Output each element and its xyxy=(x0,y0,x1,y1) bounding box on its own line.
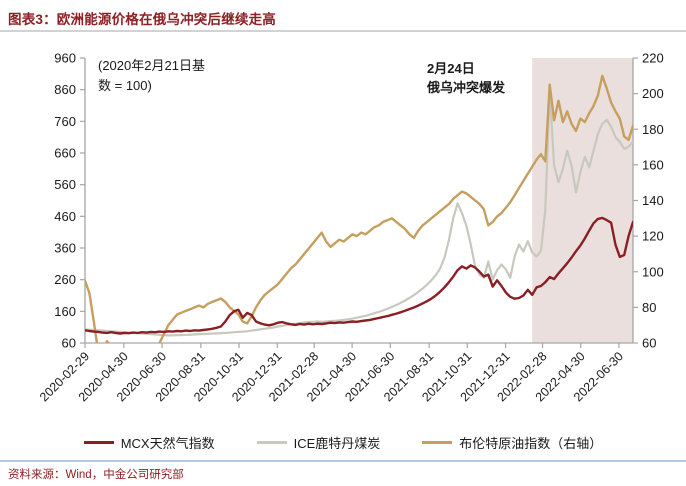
legend-item-mcx-gas: MCX天然气指数 xyxy=(83,433,215,452)
legend-label-ice-coal: ICE鹿特丹煤炭 xyxy=(293,436,381,451)
legend-item-ice-coal: ICE鹿特丹煤炭 xyxy=(256,433,381,452)
left-axis-tick-label: 560 xyxy=(54,177,76,192)
right-axis-tick-label: 100 xyxy=(642,264,664,279)
left-axis-tick-label: 860 xyxy=(54,82,76,97)
legend-item-brent: 布伦特原油指数（右轴） xyxy=(422,433,602,452)
right-axis-tick-label: 60 xyxy=(642,336,656,351)
left-axis-tick-label: 960 xyxy=(54,51,76,66)
right-axis-tick-label: 220 xyxy=(642,51,664,66)
figure-title: 图表3：欧洲能源价格在俄乌冲突后继续走高 xyxy=(8,12,277,27)
right-axis-tick-label: 180 xyxy=(642,122,664,137)
left-axis-tick-label: 460 xyxy=(54,209,76,224)
right-axis-tick-label: 200 xyxy=(642,86,664,101)
right-axis-tick-label: 140 xyxy=(642,193,664,208)
legend-swatch-ice-coal xyxy=(256,441,287,444)
legend-swatch-mcx-gas xyxy=(83,441,114,444)
right-axis-tick-label: 80 xyxy=(642,300,656,315)
conflict-annotation: 2月24日 俄乌冲突爆发 xyxy=(427,61,506,95)
left-axis-tick-label: 160 xyxy=(54,304,76,319)
base-index-note: (2020年2月21日基数 = 100) xyxy=(98,58,205,93)
chart-legend: MCX天然气指数 ICE鹿特丹煤炭 布伦特原油指数（右轴） xyxy=(0,433,686,452)
footer-divider xyxy=(0,460,686,462)
left-axis-tick-label: 660 xyxy=(54,146,76,161)
left-axis-tick-label: 260 xyxy=(54,272,76,287)
conflict-shaded-region xyxy=(532,58,633,343)
left-axis-tick-label: 360 xyxy=(54,241,76,256)
right-axis-tick-label: 120 xyxy=(642,229,664,244)
legend-label-brent: 布伦特原油指数（右轴） xyxy=(459,436,603,451)
legend-label-mcx-gas: MCX天然气指数 xyxy=(120,436,215,451)
line-brent-crude xyxy=(85,74,633,343)
title-divider xyxy=(0,30,686,32)
line-ice-rotterdam-coal xyxy=(85,90,633,337)
source-note: 资料来源：Wind，中金公司研究部 xyxy=(8,469,184,481)
line-mcx-natural-gas xyxy=(85,216,633,335)
left-axis-tick-label: 60 xyxy=(62,336,76,351)
right-axis-tick-label: 160 xyxy=(642,157,664,172)
left-axis-tick-label: 760 xyxy=(54,114,76,129)
legend-swatch-brent xyxy=(422,441,453,444)
